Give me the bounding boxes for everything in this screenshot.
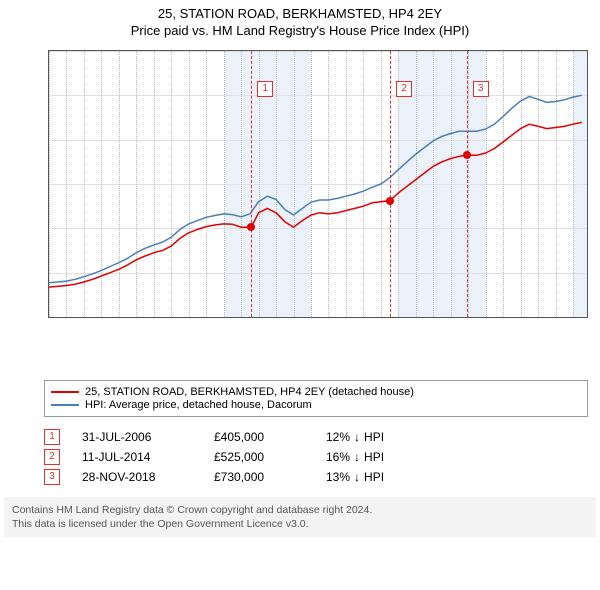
event-flag-2: 2 <box>396 81 412 97</box>
legend-swatch-property <box>51 391 79 393</box>
plot-area: £0£200K£400K£600K£800K£1M£1.2M1995199619… <box>48 50 588 318</box>
legend-swatch-hpi <box>51 404 79 406</box>
chart-subtitle: Price paid vs. HM Land Registry's House … <box>0 23 600 38</box>
event-price-1: £405,000 <box>214 430 304 444</box>
event-date-1: 31-JUL-2006 <box>82 430 192 444</box>
event-date-2: 11-JUL-2014 <box>82 450 192 464</box>
legend-item-hpi: HPI: Average price, detached house, Daco… <box>51 399 581 411</box>
arrow-down-icon: ↓ <box>354 470 360 484</box>
event-delta-3: 13% ↓ HPI <box>326 470 384 484</box>
line-series-svg <box>49 51 587 317</box>
sale-marker-1 <box>247 223 255 231</box>
event-delta-1: 12% ↓ HPI <box>326 430 384 444</box>
arrow-down-icon: ↓ <box>354 430 360 444</box>
legend: 25, STATION ROAD, BERKHAMSTED, HP4 2EY (… <box>44 380 588 417</box>
footer-attribution: Contains HM Land Registry data © Crown c… <box>4 497 596 537</box>
legend-label-hpi: HPI: Average price, detached house, Daco… <box>85 399 312 411</box>
event-marker-2: 2 <box>44 449 60 465</box>
event-marker-1: 1 <box>44 429 60 445</box>
titles: 25, STATION ROAD, BERKHAMSTED, HP4 2EY P… <box>0 0 600 40</box>
event-price-3: £730,000 <box>214 470 304 484</box>
event-date-3: 28-NOV-2018 <box>82 470 192 484</box>
footer-line-1: Contains HM Land Registry data © Crown c… <box>12 503 588 517</box>
event-row-3: 3 28-NOV-2018 £730,000 13% ↓ HPI <box>44 469 588 485</box>
event-delta-2: 16% ↓ HPI <box>326 450 384 464</box>
arrow-down-icon: ↓ <box>354 450 360 464</box>
sale-marker-2 <box>386 197 394 205</box>
event-price-2: £525,000 <box>214 450 304 464</box>
legend-item-property: 25, STATION ROAD, BERKHAMSTED, HP4 2EY (… <box>51 386 581 398</box>
chart-container: 25, STATION ROAD, BERKHAMSTED, HP4 2EY P… <box>0 0 600 590</box>
event-row-2: 2 11-JUL-2014 £525,000 16% ↓ HPI <box>44 449 588 465</box>
event-flag-3: 3 <box>473 81 489 97</box>
chart-zone: £0£200K£400K£600K£800K£1M£1.2M1995199619… <box>4 44 596 374</box>
sale-marker-3 <box>463 151 471 159</box>
event-flag-1: 1 <box>257 81 273 97</box>
footer-line-2: This data is licensed under the Open Gov… <box>12 517 588 531</box>
event-marker-3: 3 <box>44 469 60 485</box>
event-row-1: 1 31-JUL-2006 £405,000 12% ↓ HPI <box>44 429 588 445</box>
chart-title: 25, STATION ROAD, BERKHAMSTED, HP4 2EY <box>0 6 600 21</box>
legend-label-property: 25, STATION ROAD, BERKHAMSTED, HP4 2EY (… <box>85 386 414 398</box>
events-table: 1 31-JUL-2006 £405,000 12% ↓ HPI 2 11-JU… <box>44 425 588 489</box>
